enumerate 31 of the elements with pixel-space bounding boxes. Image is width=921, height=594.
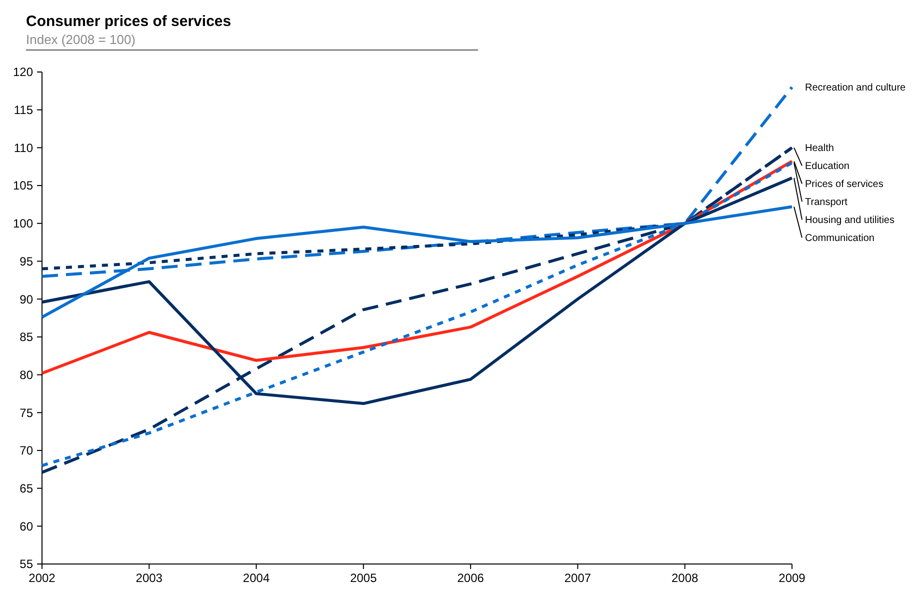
chart-subtitle: Index (2008 = 100) [26,32,136,47]
y-tick-label: 110 [14,140,34,155]
y-tick-label: 65 [20,482,34,496]
text: Prices of services [805,179,884,190]
x-tick-label: 2005 [350,571,378,585]
y-tick-label: 70 [20,444,34,458]
y-tick-label: 100 [12,216,34,231]
chart-title: Consumer prices of services [26,13,232,30]
y-tick-label: 60 [20,519,34,534]
y-tick-label: 85 [20,330,34,344]
y-tick-label: 95 [20,254,34,268]
x-tick-label: 2007 [564,571,592,585]
x-tick-label: 2002 [28,571,56,585]
y-tick-label: 105 [12,178,34,193]
series-label: Health [805,143,834,154]
text: Transport [805,197,848,208]
text: Housing and utilities [805,215,894,226]
x-tick-label: 2006 [457,571,484,585]
x-tick-label: 2008 [672,571,699,585]
x-tick-label: 2009 [778,571,806,585]
y-tick-label: 115 [14,103,34,118]
y-tick-label: 120 [12,65,34,80]
series-label: Education [805,161,850,172]
y-tick-label: 80 [20,368,34,382]
text: Communication [805,233,874,244]
x-tick-label: 2003 [136,571,163,585]
x-tick-label: 2004 [242,571,270,585]
y-tick-label: 55 [20,557,34,572]
y-tick-label: 90 [20,292,34,306]
y-tick-label: 75 [20,406,34,420]
series-label: Recreation and culture [805,82,906,94]
